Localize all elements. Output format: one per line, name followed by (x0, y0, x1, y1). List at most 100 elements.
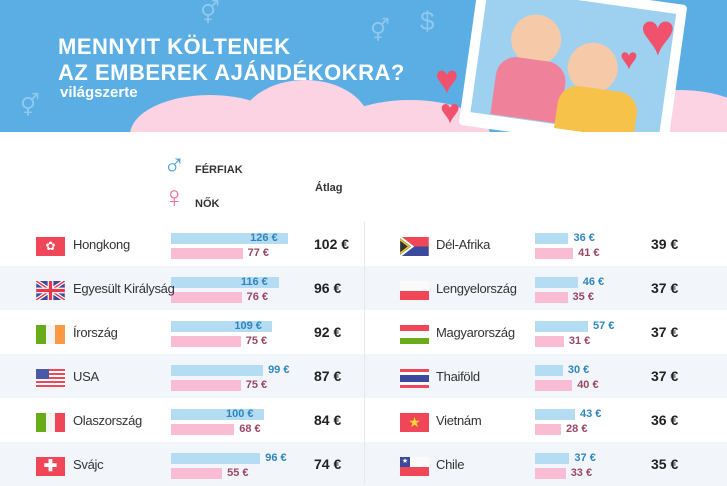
label-average: 37 € (651, 324, 679, 340)
bar-male (535, 321, 588, 332)
table-row: Egyesült Királyság 116 € 76 € 96 € Lengy… (0, 266, 727, 310)
label-male: 116 € (240, 276, 268, 288)
legend-female: NŐK (195, 198, 220, 210)
column-divider (364, 222, 365, 484)
legend-average: Átlag (315, 182, 343, 194)
bar-male (535, 365, 563, 376)
legend-male: FÉRFIAK (195, 164, 243, 176)
label-male: 46 € (582, 276, 605, 288)
table-row: Olaszország 100 € 68 € 84 € ★ Vietnám 43 … (0, 398, 727, 442)
label-average: 35 € (651, 456, 679, 472)
flag-za-icon (400, 237, 429, 256)
table-row: ✚ Svájc 96 € 55 € 74 € ★ Chile 37 € 33 € … (0, 442, 727, 486)
flag-uk-icon (36, 281, 65, 300)
label-male: 126 € (250, 232, 278, 244)
country-name: Egyesült Királyság (73, 281, 175, 296)
bar-male (171, 321, 273, 332)
title-line-2: AZ EMBEREK AJÁNDÉKOKRA? (58, 60, 405, 85)
country-name: Chile (436, 457, 465, 472)
label-average: 84 € (314, 412, 342, 428)
male-symbol-icon: ♂ (163, 148, 186, 181)
country-name: Hongkong (73, 237, 130, 252)
title-line-1: MENNYIT KÖLTENEK (58, 34, 291, 59)
label-average: 102 € (314, 236, 350, 252)
label-female: 68 € (239, 423, 261, 435)
label-female: 76 € (246, 291, 269, 303)
label-female: 77 € (247, 247, 270, 259)
label-male: 30 € (567, 364, 590, 376)
label-average: 87 € (314, 368, 342, 384)
bar-female (535, 380, 573, 391)
label-male: 57 € (593, 320, 615, 332)
label-female: 75 € (245, 379, 268, 391)
bar-female (535, 468, 566, 479)
label-average: 96 € (314, 280, 342, 296)
label-female: 35 € (572, 291, 594, 303)
label-average: 37 € (651, 280, 679, 296)
label-female: 33 € (570, 467, 593, 479)
label-male: 37 € (574, 452, 596, 464)
flag-pl-icon (400, 281, 429, 300)
country-name: Magyarország (436, 325, 515, 340)
label-female: 40 € (577, 379, 599, 391)
gender-symbol-icon: ⚥ (370, 18, 390, 43)
flag-hk-icon: ✿ (36, 237, 65, 256)
flag-us-icon (36, 369, 65, 388)
country-name: Írország (73, 325, 118, 340)
bar-female (171, 292, 242, 303)
heart-icon: ♥ (435, 58, 459, 102)
bar-male (171, 277, 279, 288)
bar-male (171, 409, 264, 420)
coin-icon: $ (420, 6, 435, 36)
country-name: Lengyelország (436, 281, 517, 296)
label-male: 99 € (268, 364, 290, 376)
label-male: 109 € (234, 320, 262, 332)
bar-female (171, 380, 241, 391)
flag-cl-icon: ★ (400, 457, 429, 476)
label-average: 92 € (314, 324, 342, 340)
bar-male (535, 409, 575, 420)
bar-male (171, 233, 289, 244)
bar-female (171, 336, 241, 347)
bar-female (535, 336, 564, 347)
bar-male (535, 453, 570, 464)
label-male: 43 € (579, 408, 602, 420)
flag-ch-icon: ✚ (36, 457, 65, 476)
heart-icon: ♥ (620, 43, 638, 76)
bar-male (535, 233, 569, 244)
country-name: USA (73, 369, 99, 384)
country-name: Svájc (73, 457, 104, 472)
gender-symbol-icon: ⚥ (20, 93, 40, 118)
bar-female (171, 248, 243, 259)
bar-female (171, 468, 223, 479)
label-average: 39 € (651, 236, 679, 252)
heart-icon: ♥ (440, 93, 461, 131)
bar-female (171, 424, 235, 435)
label-female: 31 € (568, 335, 591, 347)
header-banner: ⚥ ⚥ ⚥ $ ♥ ♥ ♥ ♥ MENNYIT KÖLTENEK AZ EMBE… (0, 0, 727, 132)
label-average: 36 € (651, 412, 679, 428)
label-average: 37 € (651, 368, 679, 384)
gender-symbol-icon: ⚥ (200, 0, 220, 25)
label-average: 74 € (314, 456, 342, 472)
label-male: 96 € (265, 452, 287, 464)
flag-it-icon (36, 413, 65, 432)
label-female: 28 € (566, 423, 588, 435)
table-row: ✿ Hongkong 126 € 77 € 102 € Dél-Afrika 3… (0, 222, 727, 266)
bar-female (535, 248, 574, 259)
label-female: 55 € (227, 467, 249, 479)
table-row: Írország 109 € 75 € 92 € Magyarország 57… (0, 310, 727, 354)
heart-icon: ♥ (640, 1, 676, 68)
bar-female (535, 292, 568, 303)
label-female: 41 € (578, 247, 600, 259)
bar-male (171, 365, 264, 376)
subtitle: világszerte (60, 84, 138, 101)
bar-male (535, 277, 578, 288)
country-name: Dél-Afrika (436, 237, 491, 252)
flag-vn-icon: ★ (400, 413, 429, 432)
table-row: USA 99 € 75 € 87 € Thaiföld 30 € 40 € 37… (0, 354, 727, 398)
flag-ie-icon (36, 325, 65, 344)
female-symbol-icon: ♀ (163, 181, 186, 214)
flag-hu-icon (400, 325, 429, 344)
label-male: 36 € (573, 232, 595, 244)
